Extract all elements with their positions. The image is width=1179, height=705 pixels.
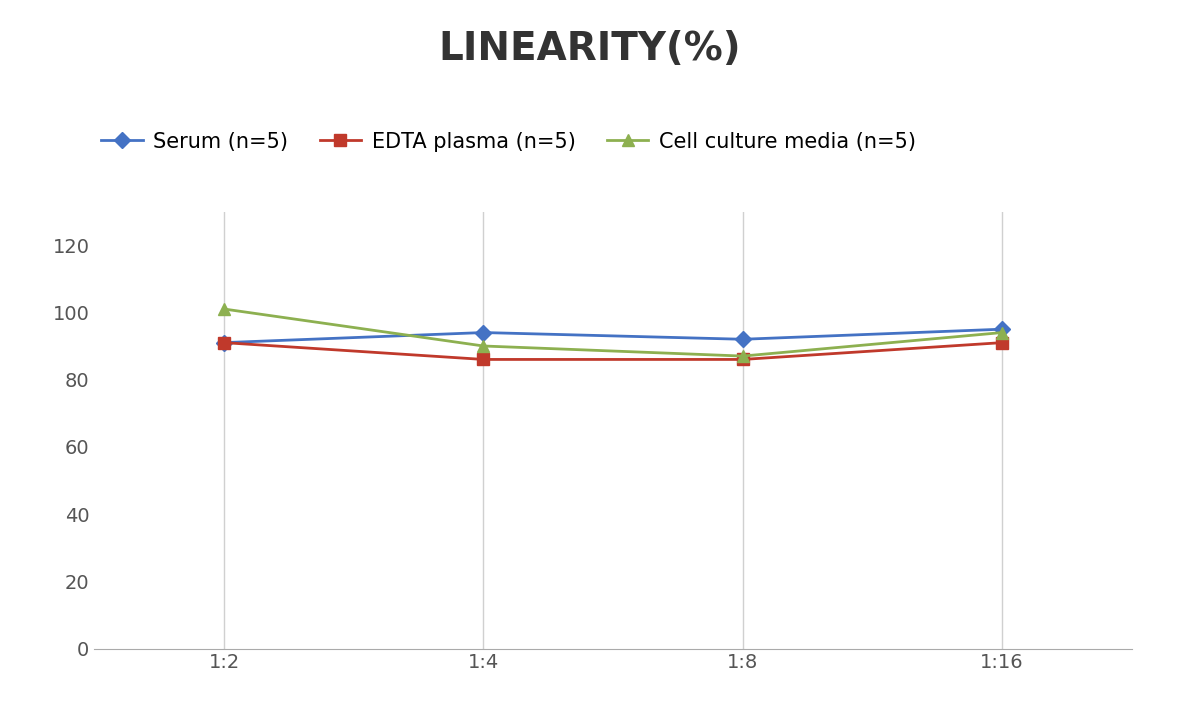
EDTA plasma (n=5) <box>736 355 750 364</box>
Line: Cell culture media (n=5): Cell culture media (n=5) <box>218 302 1008 362</box>
Cell culture media (n=5) <box>995 329 1009 337</box>
Serum (n=5) <box>217 338 231 347</box>
Cell culture media (n=5) <box>217 305 231 313</box>
Serum (n=5) <box>736 335 750 343</box>
Serum (n=5) <box>995 325 1009 333</box>
Cell culture media (n=5) <box>476 342 490 350</box>
Cell culture media (n=5) <box>736 352 750 360</box>
EDTA plasma (n=5) <box>476 355 490 364</box>
Text: LINEARITY(%): LINEARITY(%) <box>439 30 740 68</box>
Line: EDTA plasma (n=5): EDTA plasma (n=5) <box>218 337 1008 365</box>
Legend: Serum (n=5), EDTA plasma (n=5), Cell culture media (n=5): Serum (n=5), EDTA plasma (n=5), Cell cul… <box>93 123 924 160</box>
EDTA plasma (n=5) <box>217 338 231 347</box>
Line: Serum (n=5): Serum (n=5) <box>218 324 1008 348</box>
Serum (n=5) <box>476 329 490 337</box>
EDTA plasma (n=5) <box>995 338 1009 347</box>
